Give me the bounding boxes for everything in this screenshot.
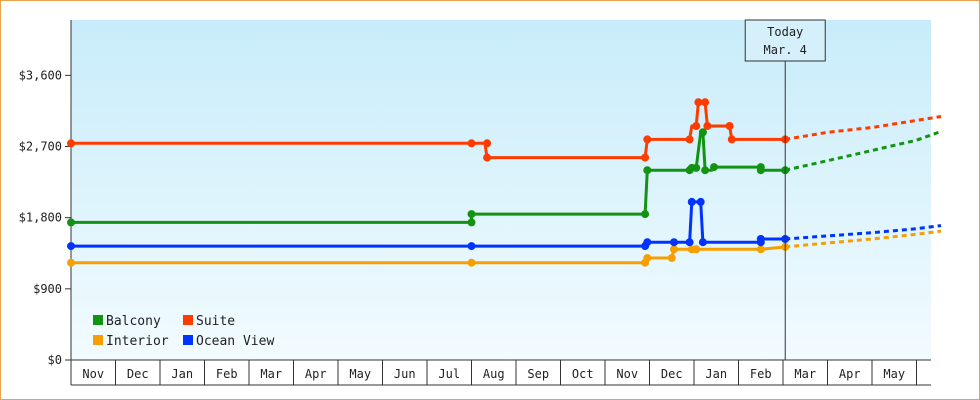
projection-line-suite — [784, 115, 942, 141]
x-month-label: Nov — [82, 367, 104, 381]
data-point[interactable] — [67, 218, 75, 227]
today-box — [744, 19, 826, 62]
data-point[interactable] — [667, 254, 676, 262]
data-point[interactable] — [483, 153, 492, 162]
data-point[interactable] — [701, 166, 710, 175]
series-suite — [67, 98, 942, 162]
legend: Balcony Suite Interior Ocean View — [93, 314, 274, 349]
legend-item-ocean-view: Ocean View — [183, 334, 274, 349]
x-month-label: Feb — [216, 367, 238, 381]
today-marker: Today Mar. 4 — [744, 19, 826, 360]
data-point[interactable] — [756, 166, 765, 175]
y-axis: $0 $900 $1,800 $2,700 $3,600 — [19, 20, 72, 385]
x-month-label: Nov — [616, 367, 638, 381]
data-point[interactable] — [725, 122, 734, 130]
data-point[interactable] — [727, 135, 736, 144]
legend-swatch — [93, 315, 103, 325]
data-point[interactable] — [670, 245, 678, 254]
x-month-label: Feb — [750, 367, 772, 381]
data-point[interactable] — [643, 135, 652, 144]
x-month-label: Mar — [260, 367, 282, 381]
data-point[interactable] — [694, 98, 703, 107]
y-tick-label: $3,600 — [19, 68, 62, 82]
series-line-suite — [71, 100, 786, 160]
legend-swatch — [183, 315, 193, 325]
data-point[interactable] — [692, 122, 701, 130]
x-month-label: May — [349, 367, 371, 381]
data-point[interactable] — [701, 98, 710, 107]
series-balcony — [67, 128, 942, 227]
projection-line-balcony — [784, 130, 942, 172]
legend-item-suite: Suite — [183, 314, 235, 329]
data-point[interactable] — [756, 245, 765, 254]
legend-label: Interior — [106, 334, 169, 349]
x-month-label: Apr — [839, 367, 861, 381]
x-month-label: Apr — [305, 367, 327, 381]
projection-line-ocean-view — [785, 224, 942, 241]
legend-label: Balcony — [106, 314, 161, 329]
x-month-label: Dec — [127, 367, 149, 381]
data-point[interactable] — [643, 166, 652, 175]
series-line-interior — [71, 245, 786, 265]
data-point[interactable] — [641, 153, 650, 162]
data-point[interactable] — [687, 197, 696, 206]
x-axis: Nov Dec Jan Feb Mar Apr May Jun Jul Aug Sep Oct Nov D… — [70, 359, 931, 386]
data-point[interactable] — [67, 242, 75, 251]
y-tick-label: $2,700 — [19, 140, 62, 154]
x-month-label: Sep — [527, 367, 549, 381]
legend-swatch — [183, 335, 193, 345]
x-month-label: Jun — [394, 367, 416, 381]
data-point[interactable] — [696, 197, 705, 206]
data-point[interactable] — [685, 135, 694, 144]
x-month-label: Oct — [572, 367, 594, 381]
x-month-label: Jan — [705, 367, 727, 381]
data-point[interactable] — [467, 218, 476, 227]
series-layer — [67, 98, 942, 267]
x-month-label: Mar — [794, 367, 816, 381]
y-tick-label: $900 — [33, 282, 62, 296]
data-point[interactable] — [641, 210, 650, 219]
series-ocean-view — [67, 197, 942, 251]
legend-item-balcony: Balcony — [93, 314, 161, 329]
legend-item-interior: Interior — [93, 334, 169, 349]
x-month-label: Jul — [438, 367, 460, 381]
today-label: Today — [767, 25, 803, 39]
data-point[interactable] — [710, 163, 718, 172]
data-point[interactable] — [467, 242, 476, 251]
data-point[interactable] — [692, 245, 701, 254]
y-tick-label: $0 — [48, 353, 62, 367]
data-point[interactable] — [756, 235, 765, 243]
data-point[interactable] — [467, 210, 476, 219]
x-month-label: Dec — [661, 367, 683, 381]
series-interior — [67, 229, 942, 267]
data-point[interactable] — [467, 258, 476, 267]
x-month-label: May — [883, 367, 905, 381]
data-point[interactable] — [698, 128, 707, 137]
plot-area — [71, 20, 931, 360]
legend-label: Ocean View — [196, 334, 274, 349]
x-month-label: Jan — [171, 367, 193, 381]
y-tick-label: $1,800 — [19, 211, 62, 225]
data-point[interactable] — [643, 238, 652, 247]
data-point[interactable] — [692, 163, 701, 172]
data-point[interactable] — [467, 139, 476, 148]
data-point[interactable] — [670, 238, 678, 247]
data-point[interactable] — [698, 238, 707, 247]
data-point[interactable] — [685, 238, 694, 247]
data-point[interactable] — [643, 254, 652, 262]
data-point[interactable] — [703, 122, 712, 130]
legend-swatch — [93, 335, 103, 345]
legend-label: Suite — [196, 314, 235, 329]
series-line-balcony — [71, 130, 786, 224]
today-date: Mar. 4 — [764, 43, 807, 57]
data-point[interactable] — [67, 258, 75, 267]
projection-line-interior — [785, 229, 942, 249]
data-point[interactable] — [67, 139, 75, 148]
x-month-label: Aug — [483, 367, 505, 381]
data-point[interactable] — [483, 139, 492, 148]
